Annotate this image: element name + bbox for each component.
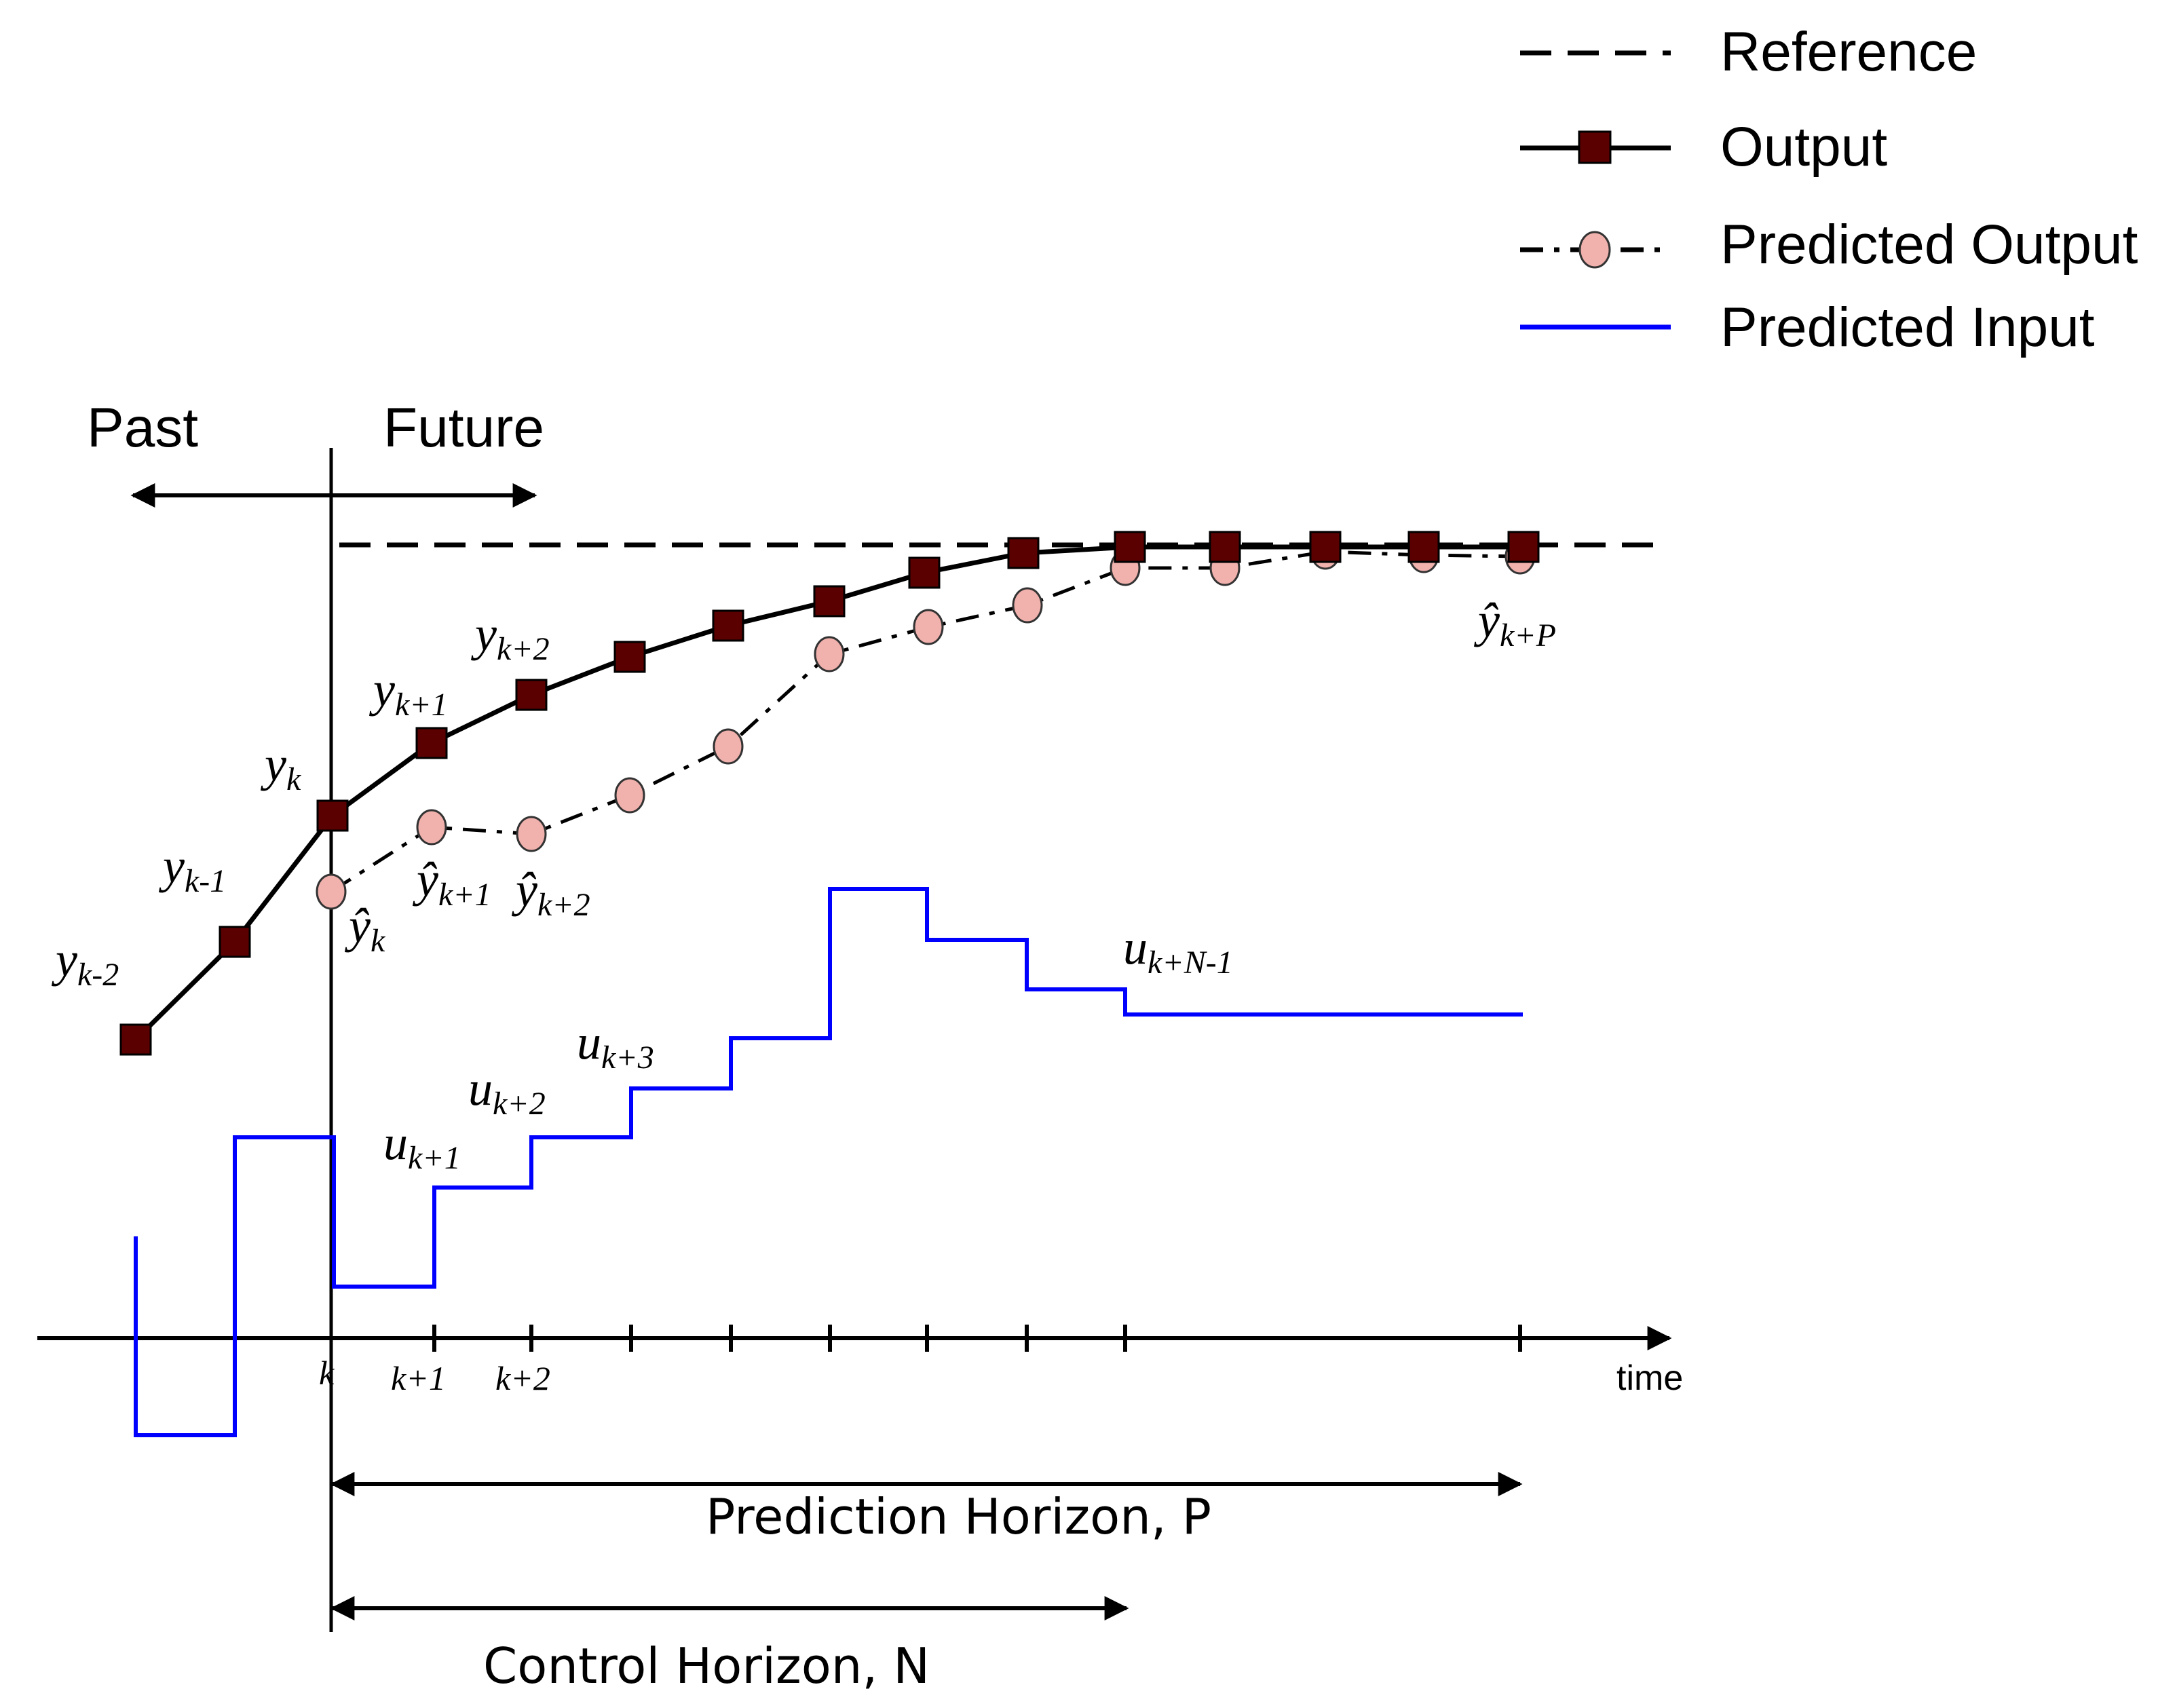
predicted-output-point: [814, 636, 845, 672]
label-y-k-plus-1: yk+1: [368, 662, 448, 723]
label-y-k-minus-2: yk-2: [51, 932, 119, 993]
output-point: [712, 609, 744, 642]
label-y-k: yk: [260, 737, 302, 797]
legend-output-marker: [1578, 130, 1612, 164]
control-horizon: Control Horizon, N: [330, 1596, 1129, 1694]
tick-label-k-plus-2: k+2: [495, 1359, 550, 1397]
label-yhat-k-plus-1: ŷk+1: [412, 852, 491, 913]
axis-label-time: time: [1616, 1359, 1683, 1398]
legend-predicted-input-label: Predicted Input: [1720, 297, 2095, 358]
label-u-k-plus-1: uk+1: [383, 1116, 461, 1176]
predicted-output-markers: [316, 533, 1536, 910]
legend-item-output: Output: [1520, 116, 1887, 178]
label-yhat-k-plus-p: ŷk+P: [1473, 593, 1556, 653]
label-u-k-plus-2: uk+2: [468, 1061, 546, 1122]
output-point: [908, 556, 941, 589]
label-u-k-plus-3: uk+3: [577, 1015, 654, 1076]
future-label: Future: [383, 397, 544, 459]
output-point: [613, 641, 646, 673]
output-point: [1114, 531, 1146, 563]
label-y-k-minus-1: yk-1: [158, 839, 226, 899]
legend-output-label: Output: [1720, 116, 1887, 178]
legend-item-predicted-input: Predicted Input: [1520, 297, 2095, 358]
output-point: [219, 926, 251, 958]
legend-predicted-output-marker: [1578, 231, 1611, 269]
tick-label-k: k: [319, 1354, 335, 1392]
output-point: [119, 1023, 152, 1056]
predicted-output-point: [913, 609, 944, 645]
legend-reference-label: Reference: [1720, 21, 1977, 83]
predicted-output-point: [516, 816, 547, 852]
output-point: [1507, 531, 1540, 563]
label-yhat-k: ŷk: [344, 898, 386, 959]
legend: Reference Output Predicted Output Predic…: [1520, 21, 2138, 358]
legend-item-predicted-output: Predicted Output: [1520, 214, 2138, 276]
legend-item-reference: Reference: [1520, 21, 1977, 83]
output-point: [1309, 531, 1342, 563]
predicted-output-point: [614, 777, 645, 814]
label-u-k-plus-n-minus-1: uk+N-1: [1123, 920, 1233, 981]
predicted-output-point: [1012, 587, 1043, 624]
label-y-k-plus-2: yk+2: [470, 607, 550, 667]
label-yhat-k-plus-2: ŷk+2: [511, 862, 590, 923]
time-axis: k k+1 k+2 time: [37, 1325, 1683, 1398]
predicted-output-point: [316, 873, 347, 910]
output-point: [813, 585, 846, 618]
predicted-output-line: [330, 550, 1521, 894]
tick-label-k-plus-1: k+1: [391, 1359, 446, 1397]
output-point: [515, 679, 548, 711]
output-point: [1209, 531, 1241, 563]
output-point: [316, 799, 349, 832]
past-label: Past: [87, 397, 198, 459]
output-point: [1407, 531, 1440, 563]
output-point: [415, 727, 448, 759]
control-horizon-label: Control Horizon, N: [483, 1637, 930, 1694]
predicted-input-line: [134, 887, 1523, 1437]
prediction-horizon: Prediction Horizon, P: [330, 1472, 1523, 1545]
output-markers: [119, 531, 1540, 1056]
predicted-output-point: [713, 728, 744, 765]
predicted-output-point: [416, 809, 447, 846]
prediction-horizon-label: Prediction Horizon, P: [706, 1488, 1211, 1545]
output-point: [1007, 537, 1040, 569]
legend-predicted-output-label: Predicted Output: [1720, 214, 2138, 276]
